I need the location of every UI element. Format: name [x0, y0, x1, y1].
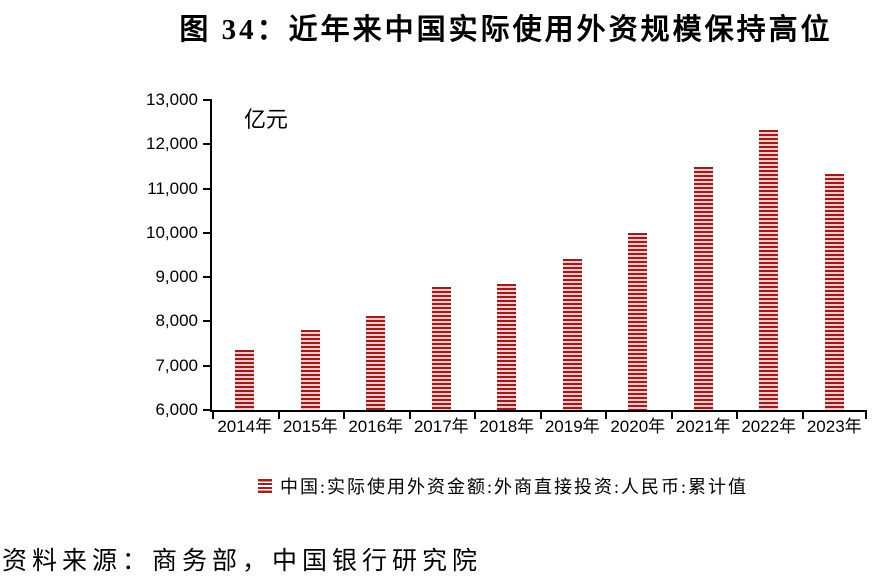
- bar-2022年: [759, 129, 779, 410]
- source-note: 资料来源：商务部，中国银行研究院: [2, 548, 483, 575]
- chart-title: 图 34：近年来中国实际使用外资规模保持高位: [179, 14, 833, 46]
- x-axis-category-label: 2018年: [479, 417, 535, 436]
- x-axis-category-label: 2022年: [741, 417, 797, 436]
- x-axis-category-label: 2023年: [806, 417, 862, 436]
- x-axis-tick: [212, 410, 214, 419]
- bar-2021年: [693, 166, 713, 410]
- plot-area: 亿元 6,000 7,000 8,000 9,000 10,000 11,000 12,00…: [146, 91, 867, 436]
- y-axis-tick: [203, 409, 212, 411]
- y-axis-tick: [203, 320, 212, 323]
- y-axis-tick-label: 12,000: [146, 134, 198, 154]
- x-axis-tick: [865, 410, 867, 419]
- y-axis-tick-label: 9,000: [155, 267, 198, 287]
- y-axis-tick-label: 11,000: [147, 178, 198, 198]
- y-axis-tick: [203, 187, 212, 190]
- x-axis-tick: [670, 410, 673, 419]
- legend-swatch-striped-bar-icon: [258, 479, 272, 493]
- x-axis-category-label: 2015年: [282, 417, 338, 436]
- x-axis-tick: [801, 410, 804, 419]
- y-axis-tick-label: 7,000: [155, 355, 198, 375]
- bar-2015年: [300, 329, 320, 410]
- x-axis-tick: [736, 410, 738, 419]
- x-axis-category-label: 2016年: [348, 417, 404, 436]
- y-axis-tick-label: 6,000: [155, 400, 198, 419]
- bar-2023年: [824, 173, 844, 410]
- x-axis-tick: [343, 410, 345, 419]
- y-axis-tick: [203, 276, 212, 279]
- bar-2016年: [366, 315, 386, 410]
- x-axis-tick: [277, 410, 280, 419]
- bar-2014年: [235, 349, 255, 410]
- y-axis-tick-label: 13,000: [146, 90, 198, 109]
- y-axis-tick: [203, 99, 212, 101]
- bar-2019年: [562, 258, 582, 410]
- bar-2018年: [497, 283, 517, 410]
- y-axis-unit-label: 亿元: [244, 107, 289, 132]
- legend: 中国:实际使用外资金额:外商直接投资:人民币:累计值: [258, 475, 748, 497]
- x-axis-tick: [408, 410, 411, 419]
- y-axis-tick: [203, 143, 212, 146]
- x-axis-tick: [539, 410, 542, 419]
- x-axis-category-label: 2021年: [675, 417, 731, 436]
- y-axis-tick-label: 10,000: [146, 222, 198, 242]
- legend-series-label: 中国:实际使用外资金额:外商直接投资:人民币:累计值: [280, 477, 749, 497]
- y-axis-tick: [203, 364, 212, 367]
- y-axis-tick-label: 8,000: [155, 311, 198, 331]
- bar-2017年: [431, 287, 451, 410]
- x-axis-category-label: 2020年: [610, 417, 666, 436]
- x-axis-category-label: 2019年: [544, 417, 600, 436]
- x-axis-category-label: 2014年: [217, 417, 273, 436]
- bar-2020年: [628, 232, 648, 410]
- y-axis-tick: [203, 231, 212, 234]
- x-axis-tick: [605, 410, 607, 419]
- x-axis-tick: [474, 410, 476, 419]
- x-axis-category-label: 2017年: [413, 417, 469, 436]
